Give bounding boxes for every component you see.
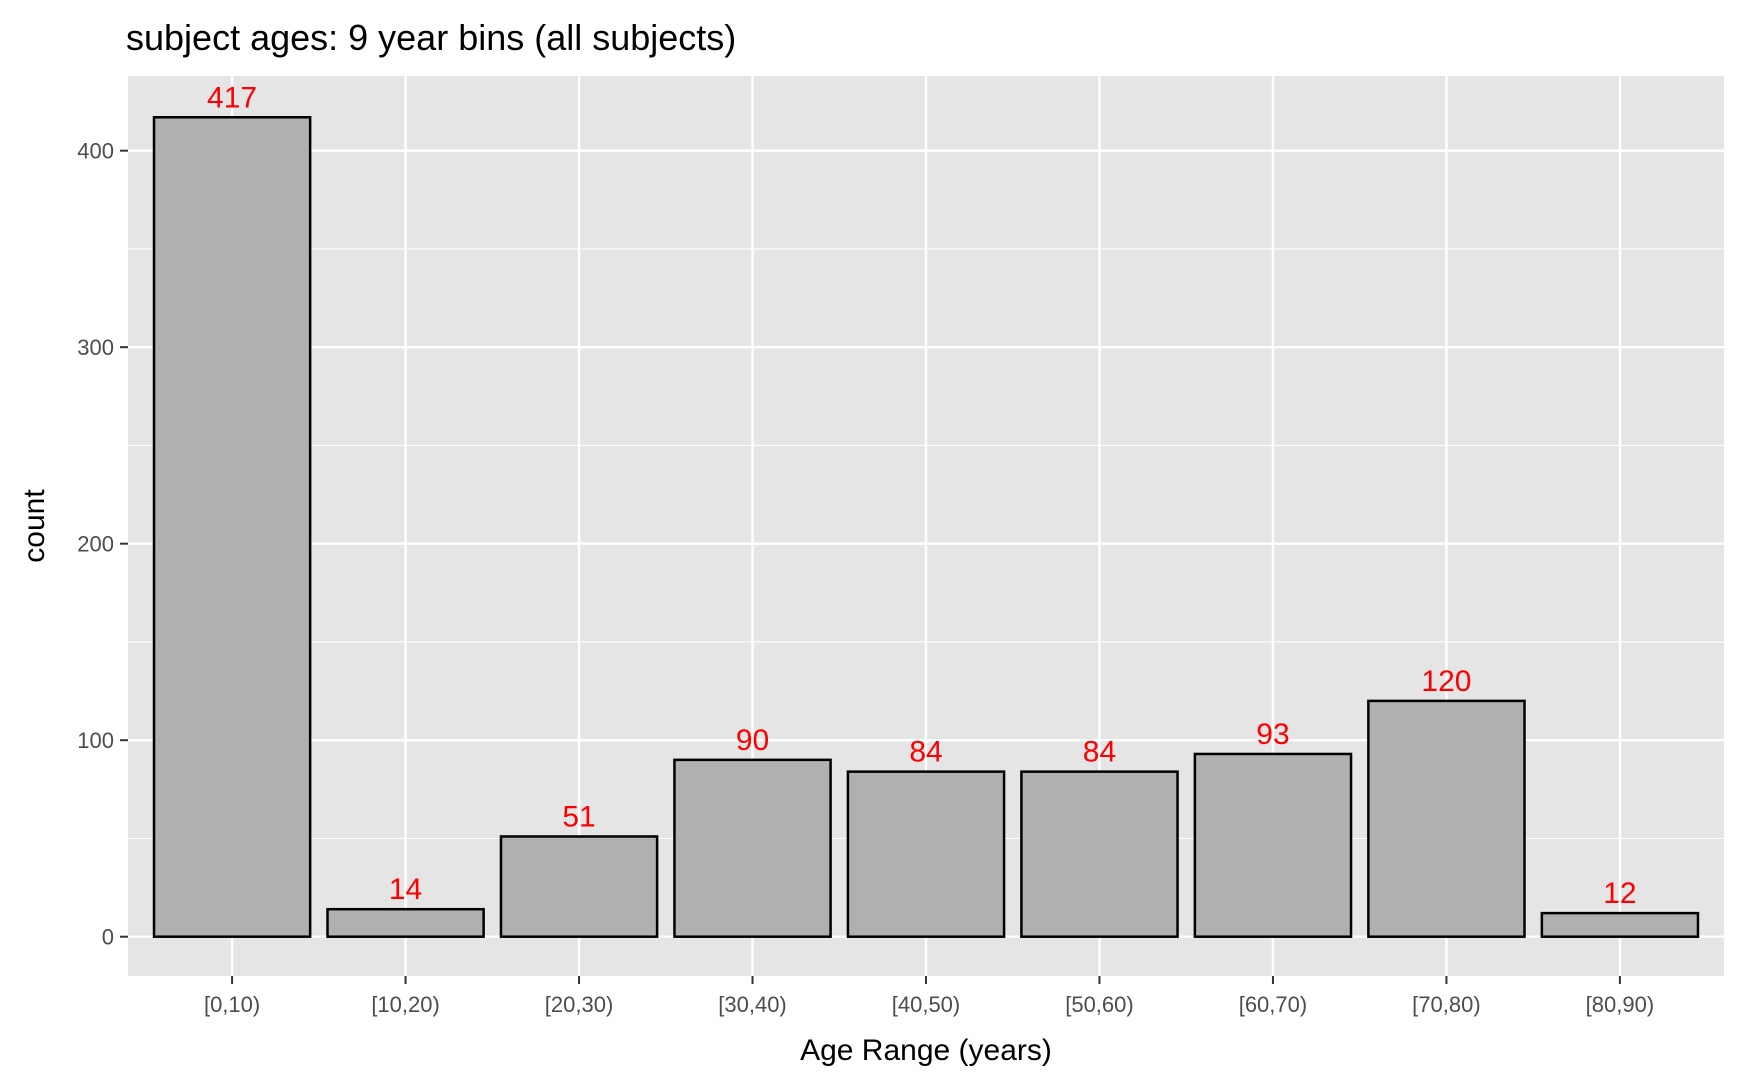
x-tick-label: [80,90) xyxy=(1586,992,1655,1017)
x-tick-label: [20,30) xyxy=(545,992,614,1017)
data-labels: 417 14 51 90 84 84 93 120 12 xyxy=(207,81,1637,910)
bar xyxy=(846,770,1006,938)
y-axis-title: count xyxy=(18,489,51,563)
y-tick-label: 100 xyxy=(77,728,114,753)
x-tick-label: [0,10) xyxy=(204,992,260,1017)
chart-title: subject ages: 9 year bins (all subjects) xyxy=(126,17,736,58)
y-tick-label: 400 xyxy=(77,139,114,164)
data-label: 12 xyxy=(1603,877,1636,910)
data-label: 84 xyxy=(909,736,942,769)
data-label: 14 xyxy=(389,873,422,906)
data-label: 417 xyxy=(207,81,257,114)
x-tick-label: [30,40) xyxy=(718,992,787,1017)
x-axis-title: Age Range (years) xyxy=(800,1034,1052,1067)
bar xyxy=(1020,770,1179,938)
x-tick-label: [10,20) xyxy=(371,992,440,1017)
x-tick-label: [40,50) xyxy=(892,992,961,1017)
x-axis: [0,10) [10,20) [20,30) [30,40) [40,50) [50,60… xyxy=(204,976,1654,1017)
bar xyxy=(673,758,832,938)
bars xyxy=(152,116,1700,938)
data-label: 84 xyxy=(1083,736,1116,769)
data-label: 51 xyxy=(562,800,595,833)
y-tick-label: 300 xyxy=(77,335,114,360)
x-tick-label: [70,80) xyxy=(1412,992,1481,1017)
bar xyxy=(1540,911,1700,938)
x-tick-label: [50,60) xyxy=(1065,992,1134,1017)
bar xyxy=(326,907,485,938)
bar xyxy=(499,835,659,938)
y-axis: 0 100 200 300 400 xyxy=(77,139,128,950)
data-label: 90 xyxy=(736,724,769,757)
bar xyxy=(1193,752,1353,938)
x-tick-label: [60,70) xyxy=(1239,992,1308,1017)
bar xyxy=(152,116,312,938)
y-tick-label: 200 xyxy=(77,532,114,557)
bar xyxy=(1367,699,1526,938)
data-label: 93 xyxy=(1256,718,1289,751)
y-tick-label: 0 xyxy=(102,925,114,950)
data-label: 120 xyxy=(1421,665,1471,698)
